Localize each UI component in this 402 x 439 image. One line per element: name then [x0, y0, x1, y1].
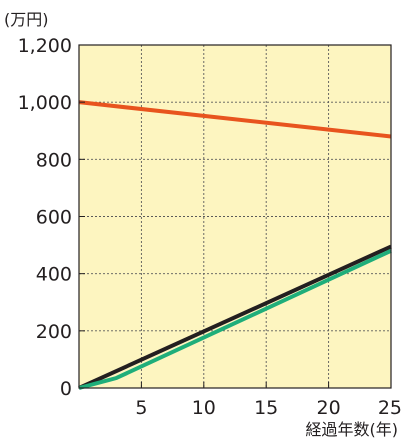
y-tick-label: 800 [36, 149, 72, 171]
x-tick-label: 25 [378, 397, 402, 419]
series-line-3 [78, 248, 392, 390]
series-line-2 [78, 244, 392, 390]
series-line-1 [78, 100, 392, 139]
x-tick-label: 20 [317, 397, 341, 419]
y-tick-label: 600 [36, 207, 72, 229]
y-axis-ticks: 0 200 400 600 800 1,000 1,200 [18, 35, 85, 400]
y-axis-unit-label: (万円) [4, 10, 49, 29]
y-tick-label: 1,200 [18, 35, 72, 57]
x-tick-label: 5 [135, 397, 147, 419]
y-tick-label: 1,000 [18, 92, 72, 114]
series-layer [78, 100, 392, 390]
x-axis-ticks: 5 10 15 20 25 [135, 382, 402, 419]
y-tick-label: 0 [60, 378, 72, 400]
y-tick-label: 200 [36, 321, 72, 343]
x-tick-label: 15 [254, 397, 278, 419]
x-tick-label: 10 [192, 397, 216, 419]
x-axis-label: 経過年数(年) [306, 420, 399, 439]
y-tick-label: 400 [36, 264, 72, 286]
